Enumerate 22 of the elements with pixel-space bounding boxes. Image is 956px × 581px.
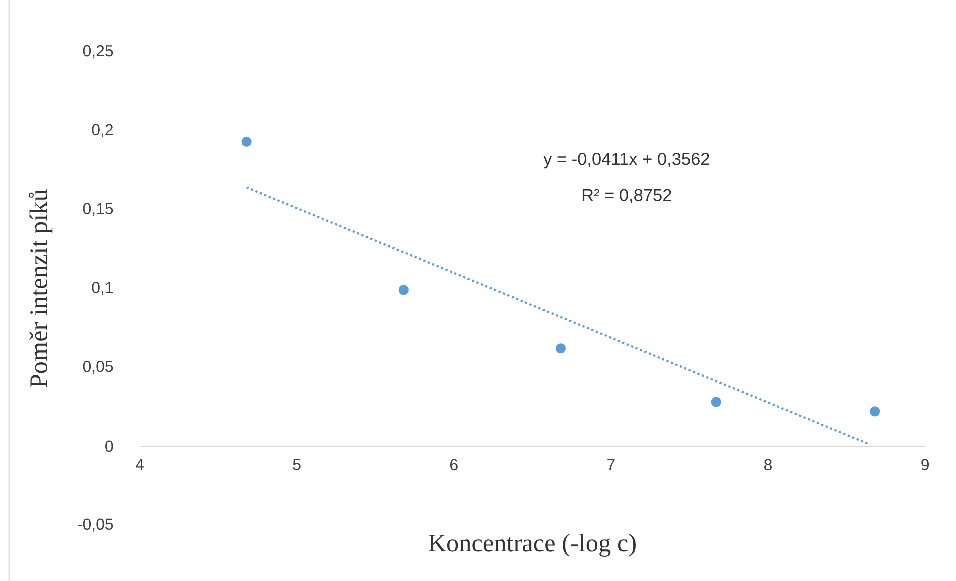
point (870, 406, 880, 417)
point (398, 285, 409, 296)
annotation: R² = 0,8752 (582, 189, 672, 204)
annotation: y = -0,0411x + 0,3562 (544, 152, 710, 169)
x-tick-label: 8 (764, 459, 772, 470)
x-tick-label: 5 (293, 459, 301, 470)
y-tick-label: 0,15 (83, 203, 114, 216)
point (242, 136, 252, 147)
y-axis-title: Poměr intenzit píků (29, 189, 53, 388)
point (711, 397, 722, 408)
x-tick-label: 4 (136, 459, 144, 470)
y-tick-label: 0,05 (83, 360, 114, 374)
x-axis-title: Koncentrace (-log c) (428, 534, 636, 557)
x-tick-label: 9 (922, 459, 929, 470)
point (556, 343, 566, 354)
y-tick-label: 0,2 (92, 124, 114, 138)
x-tick-label: 7 (608, 459, 615, 470)
y-tick-label: 0,25 (83, 45, 114, 58)
y-tick-label: -0,05 (78, 518, 114, 532)
y-tick-label: 0,1 (92, 282, 114, 296)
x-tick-label: 6 (450, 459, 458, 470)
y-tick-label: 0 (106, 440, 114, 452)
